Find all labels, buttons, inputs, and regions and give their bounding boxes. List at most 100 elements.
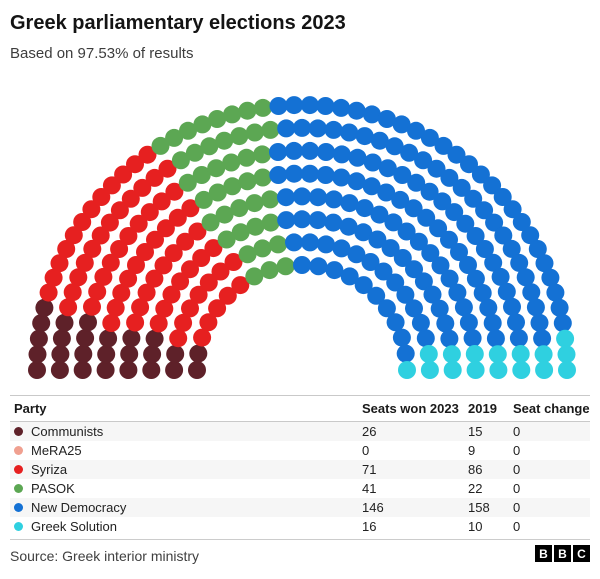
- seat-dot: [491, 267, 510, 286]
- seat-dot: [471, 165, 490, 184]
- seat-dot: [317, 235, 335, 254]
- seat-dot: [370, 131, 389, 150]
- seat-dot: [245, 267, 264, 286]
- seat-dot: [199, 273, 218, 292]
- party-cell: MeRA25: [10, 441, 362, 460]
- seat-dot: [64, 226, 83, 245]
- seat-dot: [261, 120, 280, 139]
- seat-dot: [110, 201, 129, 220]
- seats-2023-cell: 71: [362, 462, 377, 477]
- seat-dot: [512, 361, 531, 379]
- hemicycle-chart: [28, 96, 576, 379]
- seat-dot: [28, 345, 47, 364]
- source-text: Source: Greek interior ministry: [10, 548, 200, 564]
- seat-dot: [392, 115, 411, 134]
- seat-dot: [140, 203, 159, 222]
- seat-change-cell: 0: [513, 462, 521, 477]
- seat-dot: [374, 262, 393, 281]
- seat-dot: [407, 173, 426, 192]
- seat-dot: [324, 190, 343, 209]
- party-color-dot: [14, 446, 23, 456]
- seat-dot: [475, 201, 494, 220]
- seat-dot: [516, 268, 535, 287]
- seat-dot: [378, 159, 397, 178]
- seat-dot: [189, 344, 208, 363]
- seat-dot: [119, 227, 138, 245]
- seat-dot: [430, 299, 449, 318]
- bbc-logo-letter: B: [535, 545, 552, 562]
- seat-dot: [246, 217, 265, 236]
- seat-dot: [293, 256, 311, 274]
- seat-dot: [528, 240, 547, 258]
- seat-dot: [131, 298, 150, 317]
- seat-dot: [355, 199, 374, 218]
- seat-dot: [285, 96, 304, 115]
- seat-dot: [308, 119, 327, 138]
- seats-2019-cell: 22: [468, 481, 483, 496]
- results-table: Party Seats won 2023 2019 Seat change Co…: [10, 395, 590, 536]
- seat-dot: [535, 254, 554, 273]
- seat-dot: [152, 192, 171, 211]
- seat-dot: [420, 182, 439, 201]
- seat-dot: [393, 166, 412, 184]
- seat-dot: [32, 314, 51, 333]
- seat-dot: [142, 361, 161, 379]
- seat-dot: [411, 313, 430, 332]
- seat-dot: [82, 200, 101, 219]
- seat-dot: [269, 235, 287, 254]
- seat-dot: [29, 329, 48, 348]
- seat-change-cell: 0: [513, 481, 521, 496]
- seat-dot: [76, 329, 95, 348]
- seat-dot: [391, 190, 410, 209]
- seat-dot: [238, 245, 257, 264]
- seat-dot: [429, 219, 448, 238]
- seat-dot: [253, 239, 272, 258]
- seat-dot: [507, 313, 525, 332]
- seat-dot: [245, 194, 264, 213]
- seat-dot: [339, 217, 358, 236]
- seat-dot: [222, 153, 241, 172]
- seat-dot: [384, 213, 403, 232]
- seat-dot: [301, 233, 319, 252]
- seat-dot: [253, 168, 272, 187]
- seat-dot: [215, 205, 234, 224]
- seat-dot: [63, 283, 82, 302]
- seat-dot: [174, 313, 193, 332]
- seat-dot: [473, 284, 492, 302]
- seat-dot: [208, 183, 227, 202]
- seat-dot: [340, 194, 359, 213]
- seat-dot: [74, 345, 93, 363]
- seat-dot: [456, 214, 475, 233]
- seat-dot: [502, 239, 521, 258]
- seat-dot: [260, 261, 279, 280]
- seat-change-cell: 0: [513, 424, 521, 439]
- seat-dot: [324, 213, 343, 232]
- seat-dot: [440, 168, 459, 187]
- seat-dot: [300, 96, 319, 115]
- seat-dot: [521, 226, 540, 245]
- seat-dot: [309, 257, 328, 276]
- seat-dot: [217, 230, 236, 249]
- seat-dot: [231, 276, 250, 295]
- seat-dot: [448, 283, 467, 302]
- party-name: Communists: [31, 424, 104, 439]
- seat-dot: [165, 182, 184, 201]
- seat-dot: [126, 313, 145, 332]
- table-row: PASOK 41 22 0: [10, 479, 590, 498]
- seat-dot: [122, 329, 141, 348]
- seat-dot: [293, 118, 311, 137]
- seat-dot: [332, 98, 351, 117]
- table-header-row: Party Seats won 2023 2019 Seat change: [10, 395, 590, 422]
- seat-dot: [285, 141, 303, 160]
- seat-dot: [102, 176, 121, 195]
- seat-dot: [211, 262, 230, 281]
- seats-2019-cell: 9: [468, 443, 476, 458]
- seat-dot: [285, 233, 303, 252]
- seat-dot: [386, 273, 405, 292]
- seat-dot: [404, 199, 423, 218]
- seat-dot: [165, 128, 184, 147]
- seat-change-cell: 0: [513, 500, 521, 515]
- seat-dot: [503, 297, 521, 316]
- seat-dot: [133, 178, 152, 197]
- party-cell: New Democracy: [10, 498, 362, 517]
